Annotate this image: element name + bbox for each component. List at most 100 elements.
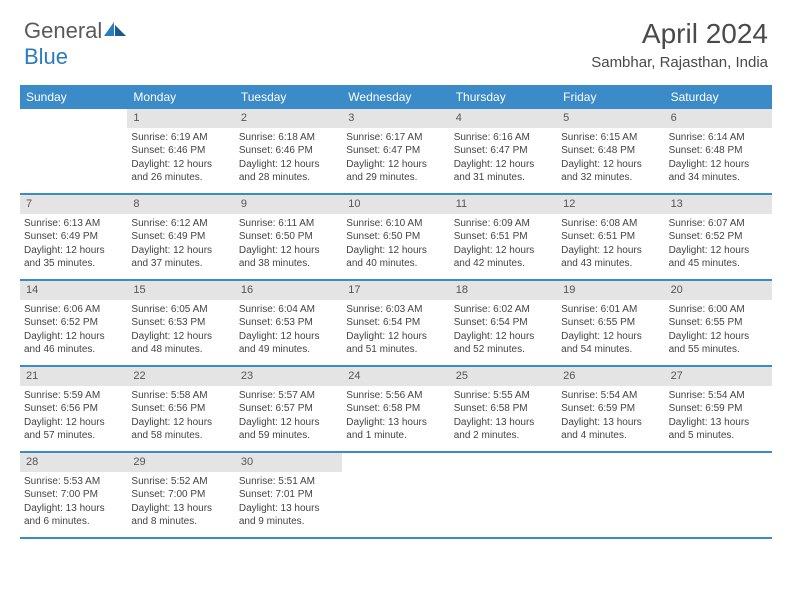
calendar-cell	[665, 453, 772, 537]
sunset-text: Sunset: 6:58 PM	[346, 402, 445, 416]
calendar-cell: 15Sunrise: 6:05 AMSunset: 6:53 PMDayligh…	[127, 281, 234, 365]
sunrise-text: Sunrise: 6:00 AM	[669, 303, 768, 317]
sunset-text: Sunset: 6:59 PM	[669, 402, 768, 416]
sunrise-text: Sunrise: 5:54 AM	[561, 389, 660, 403]
calendar-cell	[20, 109, 127, 193]
calendar-cell: 25Sunrise: 5:55 AMSunset: 6:58 PMDayligh…	[450, 367, 557, 451]
day-number	[450, 453, 557, 472]
daylight-text: Daylight: 13 hours and 8 minutes.	[131, 502, 230, 529]
calendar-cell: 8 Sunrise: 6:12 AMSunset: 6:49 PMDaylight…	[127, 195, 234, 279]
sunset-text: Sunset: 6:54 PM	[346, 316, 445, 330]
day-number: 3	[342, 109, 449, 128]
calendar-cell: 28Sunrise: 5:53 AMSunset: 7:00 PMDayligh…	[20, 453, 127, 537]
sunset-text: Sunset: 6:46 PM	[131, 144, 230, 158]
daylight-text: Daylight: 12 hours and 31 minutes.	[454, 158, 553, 185]
day-number: 26	[557, 367, 664, 386]
day-number: 12	[557, 195, 664, 214]
calendar-cell: 3Sunrise: 6:17 AMSunset: 6:47 PMDaylight…	[342, 109, 449, 193]
day-number	[342, 453, 449, 472]
sunset-text: Sunset: 6:49 PM	[131, 230, 230, 244]
location: Sambhar, Rajasthan, India	[591, 54, 768, 71]
day-header-thu: Thursday	[450, 85, 557, 109]
day-number: 2	[235, 109, 342, 128]
daylight-text: Daylight: 12 hours and 32 minutes.	[561, 158, 660, 185]
day-number: 27	[665, 367, 772, 386]
calendar-cell: 4Sunrise: 6:16 AMSunset: 6:47 PMDaylight…	[450, 109, 557, 193]
sunset-text: Sunset: 6:58 PM	[454, 402, 553, 416]
day-number: 19	[557, 281, 664, 300]
sunset-text: Sunset: 6:49 PM	[24, 230, 123, 244]
daylight-text: Daylight: 12 hours and 45 minutes.	[669, 244, 768, 271]
week-row: 7Sunrise: 6:13 AMSunset: 6:49 PMDaylight…	[20, 195, 772, 281]
calendar-cell: 21Sunrise: 5:59 AMSunset: 6:56 PMDayligh…	[20, 367, 127, 451]
sunset-text: Sunset: 6:55 PM	[561, 316, 660, 330]
day-number: 8	[127, 195, 234, 214]
day-number: 17	[342, 281, 449, 300]
day-number: 5	[557, 109, 664, 128]
day-number: 22	[127, 367, 234, 386]
daylight-text: Daylight: 13 hours and 6 minutes.	[24, 502, 123, 529]
sunset-text: Sunset: 6:46 PM	[239, 144, 338, 158]
daylight-text: Daylight: 12 hours and 28 minutes.	[239, 158, 338, 185]
calendar-cell	[557, 453, 664, 537]
sunrise-text: Sunrise: 5:57 AM	[239, 389, 338, 403]
calendar-cell: 5Sunrise: 6:15 AMSunset: 6:48 PMDaylight…	[557, 109, 664, 193]
sunrise-text: Sunrise: 6:11 AM	[239, 217, 338, 231]
daylight-text: Daylight: 13 hours and 4 minutes.	[561, 416, 660, 443]
sunrise-text: Sunrise: 6:17 AM	[346, 131, 445, 145]
day-number: 30	[235, 453, 342, 472]
daylight-text: Daylight: 12 hours and 42 minutes.	[454, 244, 553, 271]
sunrise-text: Sunrise: 6:12 AM	[131, 217, 230, 231]
sunrise-text: Sunrise: 6:04 AM	[239, 303, 338, 317]
daylight-text: Daylight: 12 hours and 57 minutes.	[24, 416, 123, 443]
calendar-cell: 9Sunrise: 6:11 AMSunset: 6:50 PMDaylight…	[235, 195, 342, 279]
day-number: 28	[20, 453, 127, 472]
sunrise-text: Sunrise: 5:58 AM	[131, 389, 230, 403]
calendar-cell: 11Sunrise: 6:09 AMSunset: 6:51 PMDayligh…	[450, 195, 557, 279]
daylight-text: Daylight: 12 hours and 37 minutes.	[131, 244, 230, 271]
calendar-cell: 22Sunrise: 5:58 AMSunset: 6:56 PMDayligh…	[127, 367, 234, 451]
sunset-text: Sunset: 6:53 PM	[239, 316, 338, 330]
calendar-cell: 16 Sunrise: 6:04 AMSunset: 6:53 PMDayligh…	[235, 281, 342, 365]
header: General Blue April 2024 Sambhar, Rajasth…	[0, 0, 792, 79]
calendar-cell: 18Sunrise: 6:02 AMSunset: 6:54 PMDayligh…	[450, 281, 557, 365]
day-number: 16	[235, 281, 342, 300]
daylight-text: Daylight: 12 hours and 51 minutes.	[346, 330, 445, 357]
daylight-text: Daylight: 12 hours and 29 minutes.	[346, 158, 445, 185]
sunset-text: Sunset: 6:47 PM	[454, 144, 553, 158]
day-header-sun: Sunday	[20, 85, 127, 109]
daylight-text: Daylight: 12 hours and 59 minutes.	[239, 416, 338, 443]
weeks-container: 1Sunrise: 6:19 AMSunset: 6:46 PMDaylight…	[20, 109, 772, 539]
calendar-cell: 13Sunrise: 6:07 AMSunset: 6:52 PMDayligh…	[665, 195, 772, 279]
sunrise-text: Sunrise: 5:54 AM	[669, 389, 768, 403]
day-header-fri: Friday	[557, 85, 664, 109]
logo-text: General Blue	[24, 18, 128, 70]
sunrise-text: Sunrise: 6:19 AM	[131, 131, 230, 145]
daylight-text: Daylight: 12 hours and 46 minutes.	[24, 330, 123, 357]
calendar: Sunday Monday Tuesday Wednesday Thursday…	[20, 85, 772, 539]
day-number: 13	[665, 195, 772, 214]
day-number	[665, 453, 772, 472]
sunset-text: Sunset: 6:50 PM	[239, 230, 338, 244]
title-block: April 2024 Sambhar, Rajasthan, India	[591, 18, 768, 71]
day-number: 20	[665, 281, 772, 300]
sunrise-text: Sunrise: 6:02 AM	[454, 303, 553, 317]
sunrise-text: Sunrise: 6:13 AM	[24, 217, 123, 231]
day-number: 6	[665, 109, 772, 128]
week-row: 1Sunrise: 6:19 AMSunset: 6:46 PMDaylight…	[20, 109, 772, 195]
sunset-text: Sunset: 6:56 PM	[24, 402, 123, 416]
day-header-sat: Saturday	[665, 85, 772, 109]
day-header-mon: Monday	[127, 85, 234, 109]
sunrise-text: Sunrise: 5:53 AM	[24, 475, 123, 489]
sunrise-text: Sunrise: 5:51 AM	[239, 475, 338, 489]
calendar-cell: 23Sunrise: 5:57 AMSunset: 6:57 PMDayligh…	[235, 367, 342, 451]
calendar-cell: 2Sunrise: 6:18 AMSunset: 6:46 PMDaylight…	[235, 109, 342, 193]
sunrise-text: Sunrise: 6:07 AM	[669, 217, 768, 231]
daylight-text: Daylight: 12 hours and 35 minutes.	[24, 244, 123, 271]
daylight-text: Daylight: 12 hours and 49 minutes.	[239, 330, 338, 357]
calendar-cell: 30Sunrise: 5:51 AMSunset: 7:01 PMDayligh…	[235, 453, 342, 537]
sunset-text: Sunset: 6:53 PM	[131, 316, 230, 330]
day-number: 15	[127, 281, 234, 300]
sail-icon	[102, 18, 128, 36]
sunset-text: Sunset: 6:55 PM	[669, 316, 768, 330]
